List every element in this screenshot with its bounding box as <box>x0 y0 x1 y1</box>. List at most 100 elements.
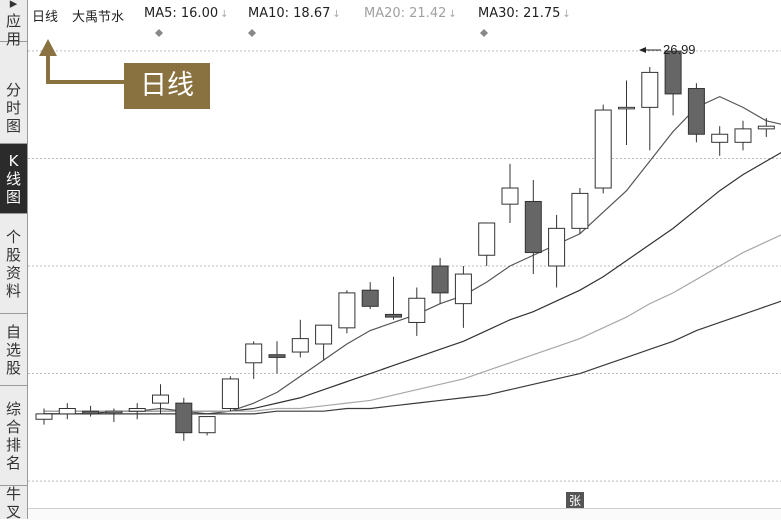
candle-body <box>454 273 472 305</box>
candle-body <box>105 410 123 414</box>
candle-body <box>58 408 76 415</box>
candle[interactable] <box>548 214 566 288</box>
moving-average-lines <box>44 95 781 415</box>
candle[interactable] <box>385 276 402 320</box>
candle[interactable] <box>454 266 472 328</box>
candle[interactable] <box>618 80 635 145</box>
ma20-readout: MA20: 21.42 ↓ <box>364 6 457 21</box>
sidebar-item-apps[interactable]: ▸ 应用 <box>0 0 27 48</box>
candle-body <box>641 71 659 108</box>
candle[interactable] <box>58 403 76 420</box>
sidebar-item-char: 牛 <box>5 484 21 503</box>
chart-header: 日线 大禹节水 MA5: 16.00 ↓ MA10: 18.67 ↓ MA20: 2… <box>28 0 781 28</box>
ma10-marker-icon <box>248 29 256 37</box>
sidebar-item-stock-profile[interactable]: 个股资料 <box>0 214 27 314</box>
candle[interactable] <box>431 257 449 304</box>
ma5-line <box>44 95 781 415</box>
candle[interactable] <box>501 163 519 223</box>
sidebar-item-intraday-chart[interactable]: 分时图 <box>0 72 27 144</box>
sidebar-item-char: 料 <box>5 281 21 300</box>
candle-body <box>128 408 146 412</box>
candle[interactable] <box>757 118 775 137</box>
candle[interactable] <box>641 67 659 151</box>
sidebar-item-char: 分 <box>5 80 21 99</box>
candle-body <box>431 265 449 294</box>
candle[interactable] <box>152 384 169 414</box>
candle[interactable] <box>594 104 612 194</box>
stock-name: 大禹节水 <box>72 10 125 25</box>
ma30-line <box>44 300 781 415</box>
candle-body <box>198 416 216 434</box>
ma30-marker-icon <box>480 29 488 37</box>
sidebar-item-char: 时 <box>5 98 21 117</box>
candle-body <box>618 106 635 110</box>
candle-body <box>734 128 752 143</box>
zhang-tab[interactable]: 张 <box>566 492 584 510</box>
ma-markers <box>155 29 488 37</box>
candle[interactable] <box>571 188 589 234</box>
ma20-down-icon: ↓ <box>448 9 457 20</box>
candle[interactable] <box>105 408 123 422</box>
sidebar-item-char: 个 <box>5 227 21 246</box>
candle-body <box>82 410 100 415</box>
sidebar-item-char: ▸ <box>9 0 18 12</box>
candle[interactable] <box>128 403 146 420</box>
candle[interactable] <box>35 408 53 425</box>
sidebar-item-char: 图 <box>5 116 21 135</box>
candle[interactable] <box>338 290 356 334</box>
candle[interactable] <box>408 287 426 336</box>
sidebar-item-watchlist[interactable]: 自选股 <box>0 314 27 386</box>
sidebar-item-char: 应 <box>5 11 21 30</box>
sidebar-item-char: 资 <box>5 263 21 282</box>
sidebar-item-bull-cross[interactable]: 牛叉 <box>0 484 27 521</box>
candle[interactable] <box>221 376 239 412</box>
ma5-marker-icon <box>155 29 163 37</box>
sidebar-item-ranking[interactable]: 综合排名 <box>0 386 27 486</box>
ma10-readout: MA10: 18.67 ↓ <box>248 6 341 21</box>
candle-body <box>501 187 519 205</box>
candle-body <box>221 378 239 410</box>
indicator-strip <box>28 508 781 520</box>
candle-body <box>571 192 589 229</box>
sidebar-item-char: 图 <box>5 187 21 206</box>
candlesticks <box>35 50 775 441</box>
candle-body <box>175 402 193 434</box>
ma10-line <box>44 151 781 415</box>
candle-body <box>361 289 379 307</box>
sidebar-item-char: 综 <box>5 399 21 418</box>
sidebar-item-char: 股 <box>5 245 21 264</box>
kline-chart[interactable]: 26.99 <box>28 24 781 508</box>
candle-body <box>315 324 333 345</box>
ma20-line <box>44 234 781 412</box>
sidebar-item-char: 用 <box>5 29 21 48</box>
candle-body <box>408 297 426 323</box>
sidebar-item-char: 名 <box>5 453 21 472</box>
candle[interactable] <box>734 120 752 151</box>
candle[interactable] <box>175 397 193 441</box>
high-annotation: 26.99 <box>639 42 696 57</box>
candle[interactable] <box>664 50 682 116</box>
candle[interactable] <box>524 179 542 275</box>
candle-body <box>524 200 542 254</box>
candle[interactable] <box>82 405 100 417</box>
candle[interactable] <box>268 341 286 374</box>
candle[interactable] <box>478 222 496 266</box>
candle[interactable] <box>245 341 263 379</box>
high-price-label: 26.99 <box>663 42 696 57</box>
candle[interactable] <box>361 282 379 310</box>
candle-body <box>594 109 612 189</box>
candle-body <box>687 88 705 135</box>
candle[interactable] <box>711 126 729 156</box>
candle[interactable] <box>291 319 309 358</box>
candle[interactable] <box>198 416 216 436</box>
daily-chart-callout: 日线 <box>124 63 210 109</box>
candle-body <box>338 292 356 329</box>
candle-body <box>35 413 53 420</box>
candle[interactable] <box>687 83 705 143</box>
sidebar-item-char: 排 <box>5 435 21 454</box>
period-label[interactable]: 日线 <box>32 10 59 25</box>
candle[interactable] <box>315 324 333 361</box>
candle-body <box>385 313 402 318</box>
candle-body <box>291 338 309 353</box>
